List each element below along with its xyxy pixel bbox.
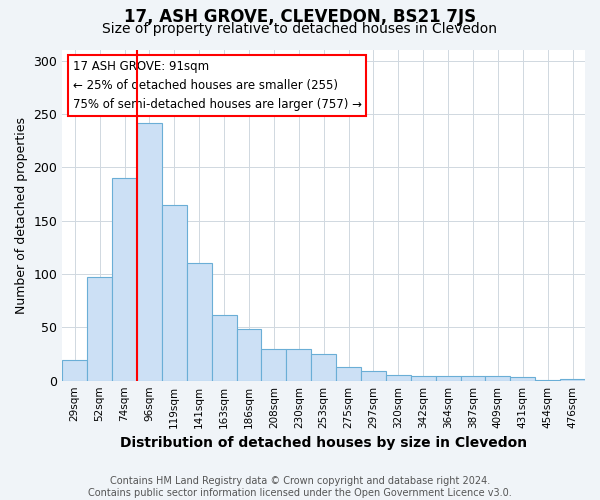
Y-axis label: Number of detached properties: Number of detached properties (15, 117, 28, 314)
Bar (436, 376, 461, 380)
Bar (212, 314, 236, 380)
Bar (262, 348, 286, 380)
Bar (361, 371, 386, 380)
Text: Contains HM Land Registry data © Crown copyright and database right 2024.
Contai: Contains HM Land Registry data © Crown c… (88, 476, 512, 498)
Text: Size of property relative to detached houses in Clevedon: Size of property relative to detached ho… (103, 22, 497, 36)
Bar (511, 378, 535, 380)
Bar (187, 264, 212, 380)
Bar (411, 376, 436, 380)
Bar (336, 367, 361, 380)
Bar (311, 354, 336, 380)
Bar (162, 204, 187, 380)
Bar (112, 178, 137, 380)
Bar (62, 360, 87, 380)
Bar (560, 378, 585, 380)
Text: 17, ASH GROVE, CLEVEDON, BS21 7JS: 17, ASH GROVE, CLEVEDON, BS21 7JS (124, 8, 476, 26)
Bar (386, 376, 411, 380)
Bar (236, 330, 262, 380)
Bar (137, 122, 162, 380)
Bar (461, 376, 485, 380)
Text: 17 ASH GROVE: 91sqm
← 25% of detached houses are smaller (255)
75% of semi-detac: 17 ASH GROVE: 91sqm ← 25% of detached ho… (73, 60, 362, 111)
Bar (87, 277, 112, 380)
Bar (286, 348, 311, 380)
X-axis label: Distribution of detached houses by size in Clevedon: Distribution of detached houses by size … (120, 436, 527, 450)
Bar (485, 376, 511, 380)
